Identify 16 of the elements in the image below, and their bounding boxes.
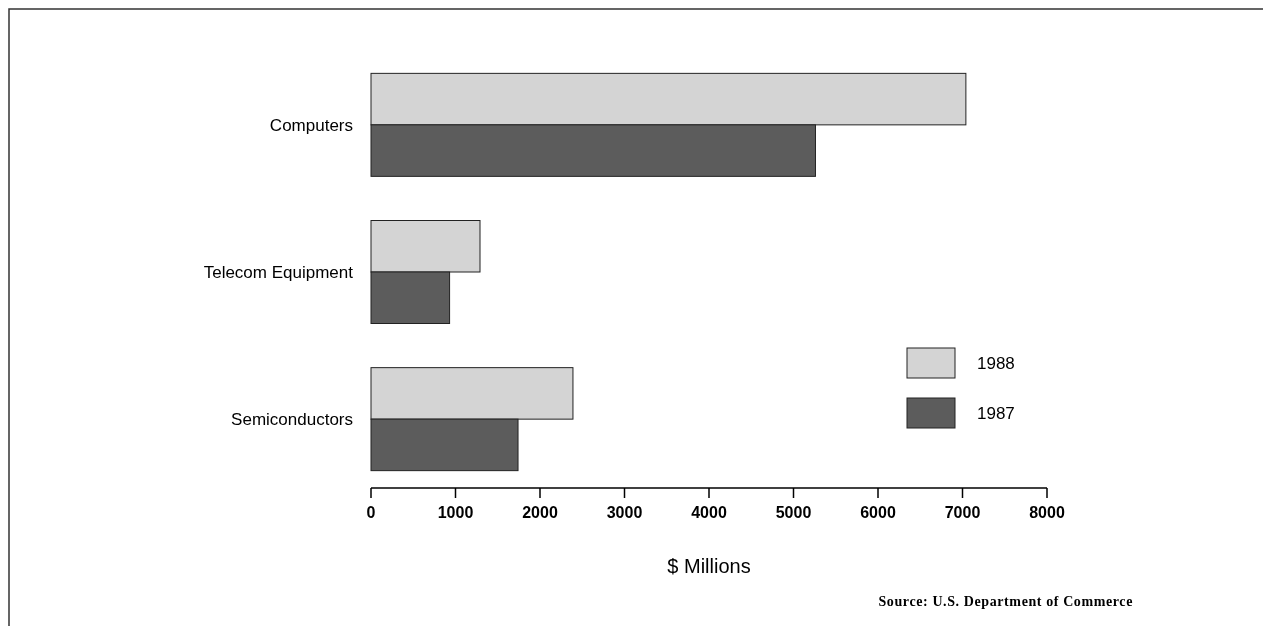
x-tick-label: 5000	[775, 504, 812, 521]
x-tick-label: 0	[366, 504, 376, 521]
x-tick-label: 1000	[437, 504, 474, 521]
legend-label: 1988	[977, 353, 1015, 373]
x-tick-label: 4000	[691, 504, 727, 521]
x-tick-label: 7000	[944, 504, 981, 521]
x-axis-title: $ Millions	[667, 555, 751, 577]
x-tick-label: 8000	[1029, 504, 1065, 521]
y-tick-label: Computers	[269, 115, 353, 135]
source-note: Source: U.S. Department of Commerce	[878, 594, 1133, 609]
y-tick-label: Telecom Equipment	[203, 262, 354, 282]
y-tick-label: Semiconductors	[231, 410, 353, 430]
x-tick-label: 2000	[522, 504, 558, 521]
x-tick-label: 6000	[860, 504, 896, 521]
x-tick-label: 3000	[606, 504, 643, 521]
legend-label: 1987	[977, 403, 1015, 423]
